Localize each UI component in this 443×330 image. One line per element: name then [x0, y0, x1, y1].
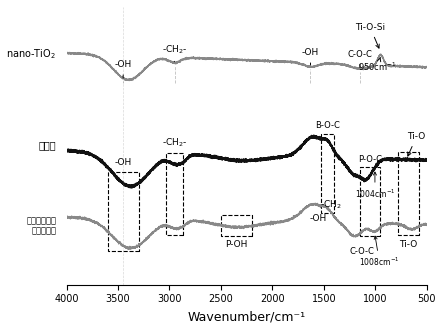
Text: Ti-O-Si: Ti-O-Si	[355, 23, 385, 48]
X-axis label: Wavenumber/cm⁻¹: Wavenumber/cm⁻¹	[188, 310, 306, 323]
Text: -CH$_2$-: -CH$_2$-	[162, 43, 187, 62]
Text: -OH: -OH	[302, 49, 319, 65]
Text: Ti-O: Ti-O	[399, 240, 417, 249]
Text: 950cm$^{-1}$: 950cm$^{-1}$	[358, 57, 397, 73]
Text: nano-TiO$_2$: nano-TiO$_2$	[7, 47, 56, 61]
Text: Ti-O: Ti-O	[408, 132, 426, 156]
Text: P-O-C: P-O-C	[358, 155, 382, 164]
Text: 磷酸酯: 磷酸酯	[39, 140, 56, 150]
Text: -OH: -OH	[309, 214, 326, 223]
Text: C-O-C: C-O-C	[350, 248, 374, 256]
Text: 纳米二氧化钛
接枝磷酸酯: 纳米二氧化钛 接枝磷酸酯	[26, 216, 56, 236]
Text: 1008cm$^{-1}$: 1008cm$^{-1}$	[359, 236, 400, 268]
Text: B-O-C: B-O-C	[315, 121, 340, 130]
Text: -OH: -OH	[115, 60, 132, 78]
Text: -OH: -OH	[115, 158, 132, 168]
Text: 1004cm$^{-1}$: 1004cm$^{-1}$	[355, 172, 395, 200]
Text: C-O-C: C-O-C	[347, 50, 372, 67]
Text: -CH$_2$-: -CH$_2$-	[162, 137, 187, 149]
Text: P-OH: P-OH	[225, 240, 248, 248]
Text: -CH$_2$: -CH$_2$	[320, 199, 342, 211]
